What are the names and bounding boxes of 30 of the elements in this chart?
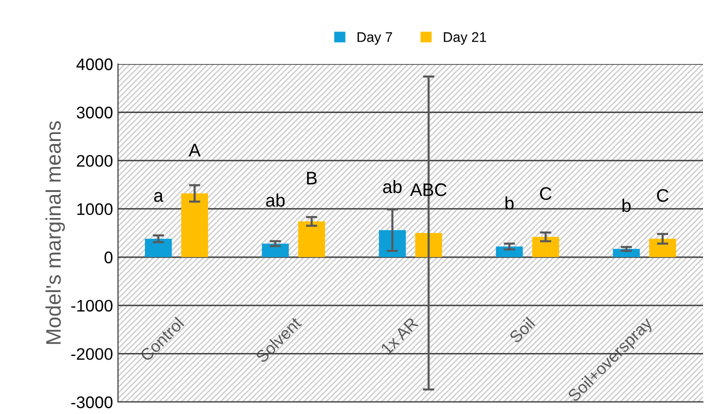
bar [415,233,442,258]
y-tick-label: 2000 [76,154,112,167]
bar [496,246,523,258]
bar [298,221,326,258]
data-label: A [188,144,201,156]
y-tick-label: 0 [104,252,112,264]
x-tick-label: Soil [508,316,536,344]
legend-label: Day 21 [444,32,486,45]
data-label: b [506,196,514,210]
bar [378,230,406,258]
data-label: ab [383,180,402,194]
bar [262,244,289,258]
bar [649,238,676,258]
y-tick-label: -3000 [71,396,112,408]
legend-label: Day 7 [358,32,392,45]
y-tick-label: 3000 [76,106,112,118]
x-tick-label: 1x AR [380,316,418,355]
data-label: a [154,192,164,202]
bar [532,236,560,258]
y-tick-label: 4000 [76,58,112,70]
data-label: C [657,189,668,202]
y-axis-title: Model's marginal means [46,121,65,344]
data-label: ab [266,193,285,207]
data-label: B [307,172,317,184]
data-label: C [540,187,552,200]
bar [144,238,172,258]
y-tick-label: 1000 [77,203,112,216]
y-tick-label: -1000 [71,300,112,312]
y-tick-label: -2000 [71,348,112,360]
bar [181,193,208,258]
